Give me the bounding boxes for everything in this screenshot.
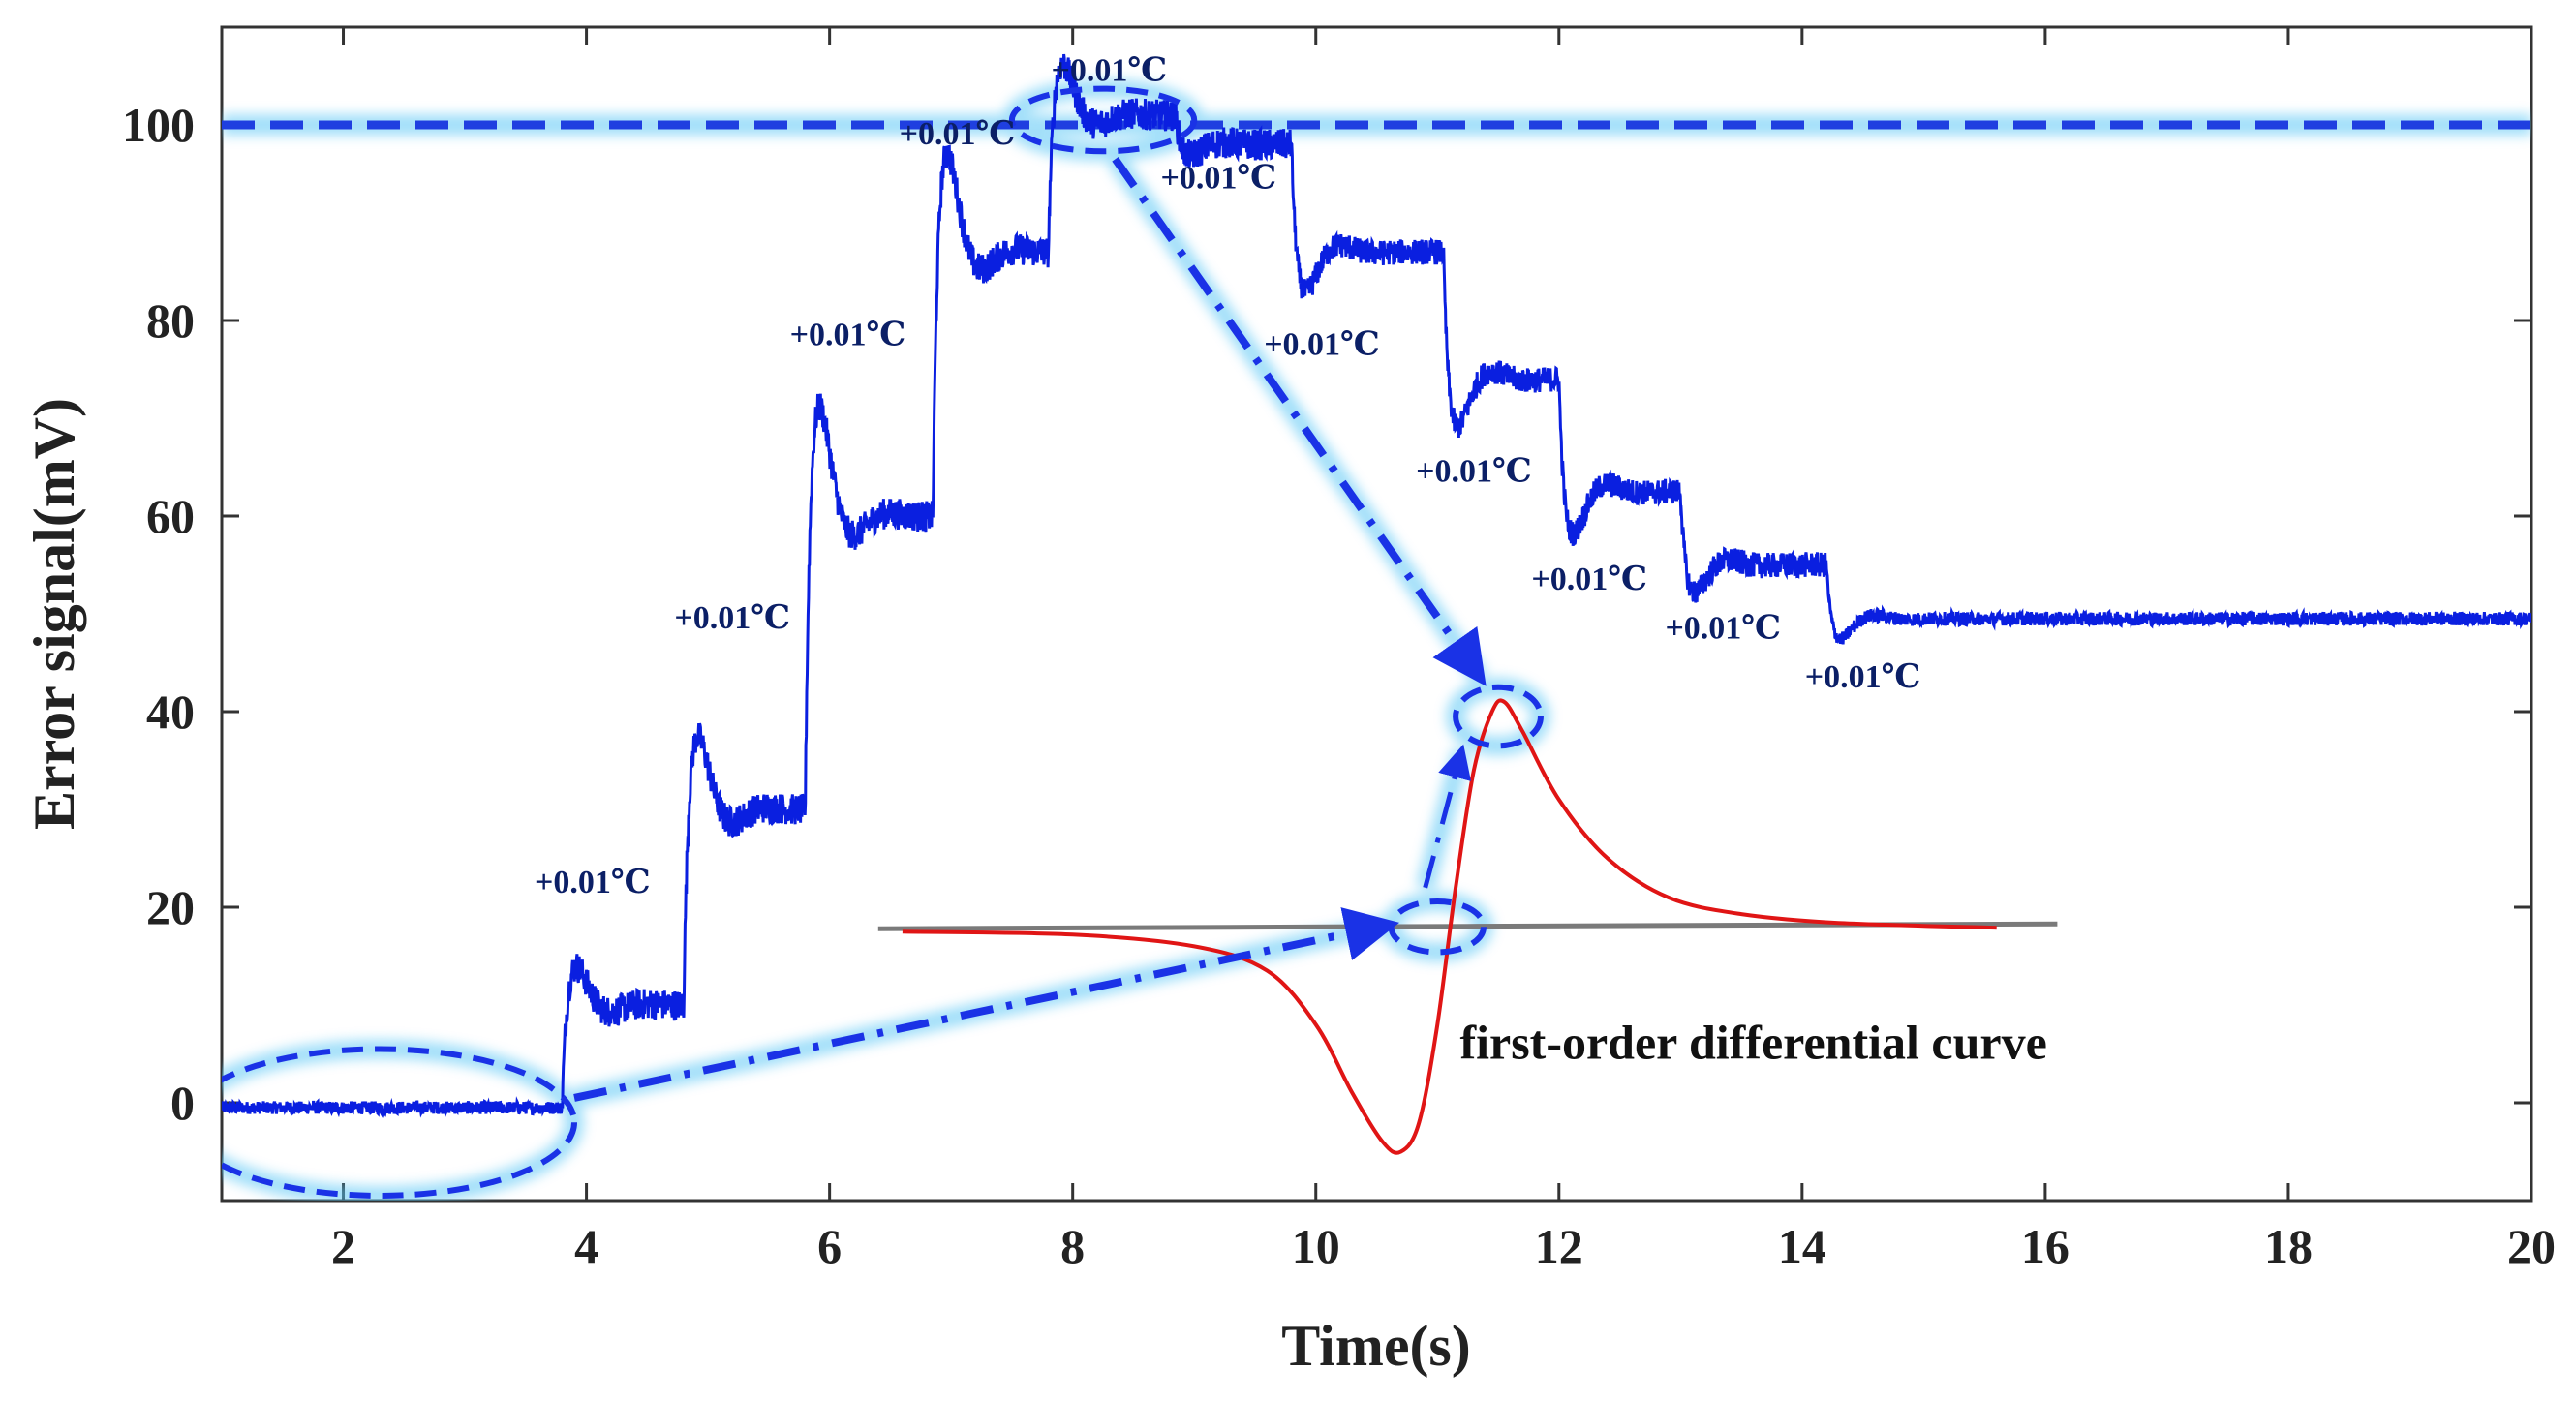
x-tick-label: 10 [1292,1219,1340,1273]
axis-ticks: 2 4 6 8 10 12 14 16 18 20 0 20 40 60 80 100 [122,27,2556,1273]
x-tick-label: 20 [2507,1219,2556,1273]
x-tick-label: 16 [2021,1219,2070,1273]
dash-dot-arrow-1 [573,907,1400,1102]
x-tick-label: 8 [1060,1219,1085,1273]
annotations: +0.01℃ +0.01℃ +0.01℃ +0.01℃ +0.01℃ +0.01℃ +0.0… [535,53,2047,1070]
plot-content [222,53,2531,1199]
x-tick-label: 18 [2264,1219,2313,1273]
y-axis-title: Error signal(mV) [22,398,86,830]
step-label: +0.01℃ [1161,161,1277,197]
step-label: +0.01℃ [1805,659,1921,695]
error-signal-line [222,53,2531,1119]
dash-dot-arrow-3 [1423,744,1472,889]
step-label: +0.01℃ [535,865,651,900]
y-tick-label: 0 [170,1076,195,1130]
x-axis-title: Time(s) [1281,1314,1471,1378]
step-label: +0.01℃ [1052,53,1168,89]
highlight-ellipse-1 [222,1046,577,1199]
y-tick-label: 100 [122,98,195,152]
step-label: +0.01℃ [674,600,790,636]
x-tick-label: 6 [817,1219,842,1273]
highlight-ellipse-2 [1008,85,1198,155]
y-tick-label: 40 [146,685,195,739]
dash-dot-arrow-2 [1112,157,1487,686]
y-tick-label: 20 [146,880,195,934]
step-label: +0.01℃ [1665,610,1781,646]
curve-label: first-order differential curve [1459,1016,2046,1070]
x-tick-label: 12 [1535,1219,1583,1273]
step-label: +0.01℃ [1264,326,1380,362]
step-label: +0.01℃ [790,317,906,352]
arrows [573,157,1487,1102]
highlight-ellipse-4 [1453,684,1544,749]
x-tick-label: 14 [1778,1219,1826,1273]
step-label: +0.01℃ [1531,562,1647,597]
step-label: +0.01℃ [900,116,1016,152]
differential-curve [902,698,1997,1155]
y-tick-label: 60 [146,489,195,543]
step-label: +0.01℃ [1416,454,1532,490]
y-tick-label: 80 [146,293,195,348]
x-tick-label: 2 [331,1219,355,1273]
x-tick-label: 4 [574,1219,598,1273]
